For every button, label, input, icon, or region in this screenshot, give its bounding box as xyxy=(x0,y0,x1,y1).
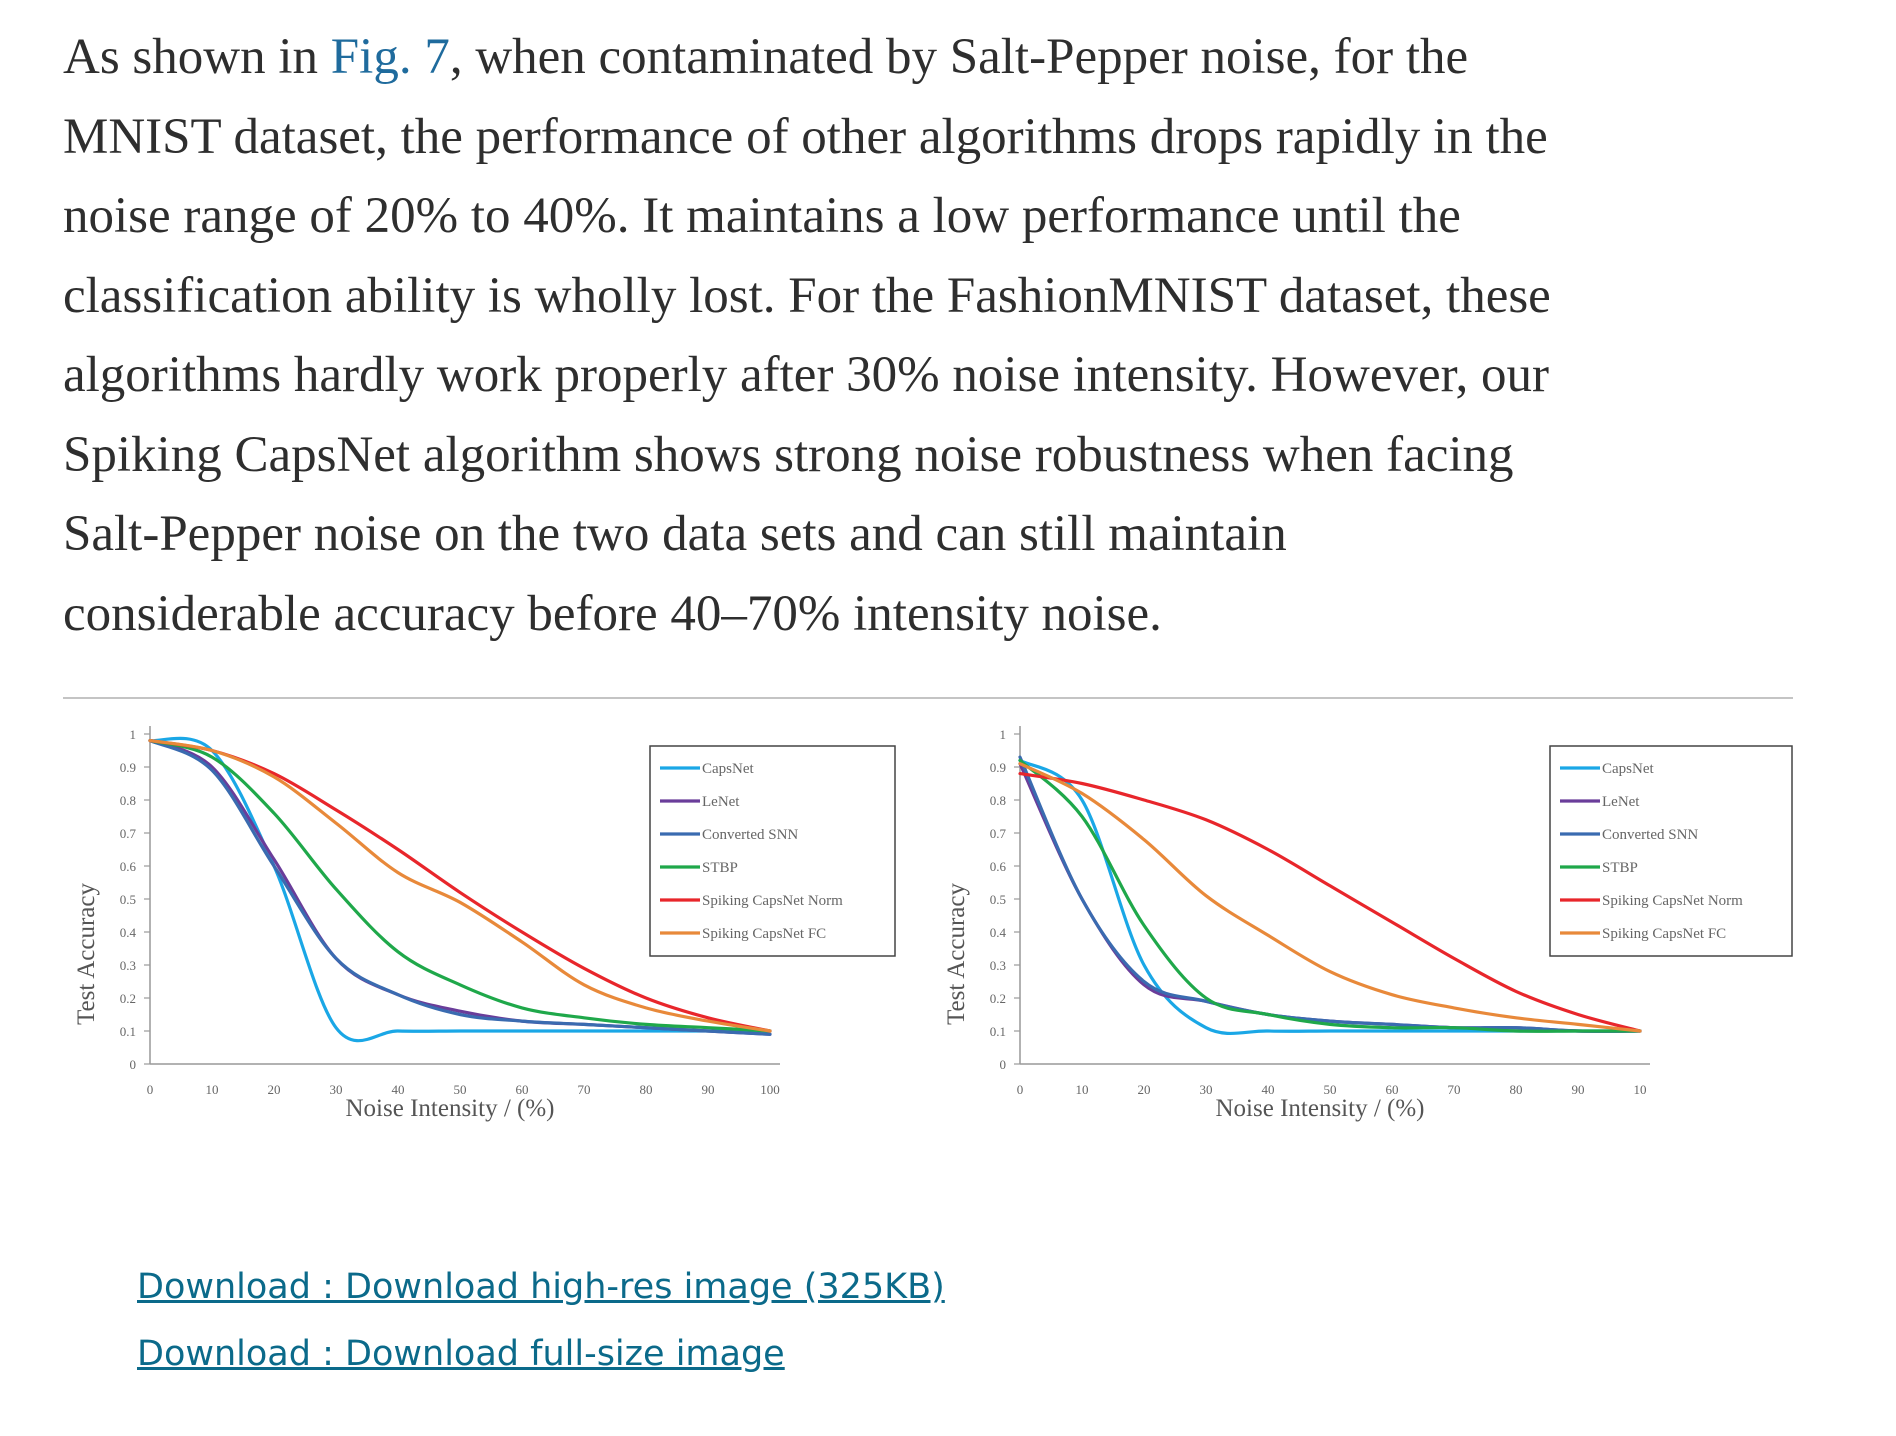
x-tick-label: 40 xyxy=(1262,1082,1275,1097)
paragraph-line-3: noise range of 20% to 40%. It maintains … xyxy=(63,188,1461,244)
x-tick-label: 90 xyxy=(702,1082,715,1097)
chart-mnist-svg: 00.10.20.30.40.50.60.70.80.910 10 20 30 40 50… xyxy=(73,726,896,1122)
y-tick-label: 0.4 xyxy=(120,925,137,940)
y-tick-label: 0.5 xyxy=(990,892,1006,907)
x-tick-label: 90 xyxy=(1572,1082,1585,1097)
x-tick-label: 10 xyxy=(1634,1082,1647,1097)
legend-label: Converted SNN xyxy=(702,827,798,843)
y-tick-label: 0.7 xyxy=(990,826,1007,841)
x-tick-label: 10 xyxy=(206,1082,219,1097)
x-tick-label: 50 xyxy=(1324,1082,1337,1097)
x-tick-label: 70 xyxy=(578,1082,591,1097)
x-tick-label: 60 xyxy=(1386,1082,1399,1097)
y-axis-label: Test Accuracy xyxy=(73,883,100,1025)
y-axis-label: Test Accuracy xyxy=(943,883,970,1025)
series-line-stbp xyxy=(1018,758,1642,1033)
y-tick-label: 0.2 xyxy=(990,991,1006,1006)
y-tick-label: 0.6 xyxy=(120,859,137,874)
download-full-size-link[interactable]: Download : Download full-size image xyxy=(137,1334,785,1374)
series-line-capsnet xyxy=(1018,758,1642,1036)
y-tick-label: 0.8 xyxy=(120,793,136,808)
chart-mnist: 0 0.1 0.2 0.3 0.4 0.5 0.6 0.7 0.8 0.9 1 0 10 20 30 40 50… xyxy=(60,710,930,1250)
legend-label: CapsNet xyxy=(702,761,754,777)
legend-label: LeNet xyxy=(702,794,740,810)
series-line-converted-snn xyxy=(1018,755,1642,1033)
body-paragraph: As shown in Fig. 7, when contaminated by… xyxy=(63,18,1823,654)
y-tick-label: 0.8 xyxy=(990,793,1006,808)
x-tick-label: 10 xyxy=(1076,1082,1089,1097)
y-tick-label: 0.1 xyxy=(120,1024,136,1039)
y-tick-label: 0.6 xyxy=(990,859,1007,874)
y-tick-label: 0 xyxy=(1000,1057,1007,1072)
y-tick-label: 0.9 xyxy=(990,760,1006,775)
x-tick-label: 80 xyxy=(640,1082,653,1097)
paragraph-line-5: algorithms hardly work properly after 30… xyxy=(63,347,1550,403)
series-line-spiking-capsnet-norm xyxy=(1018,772,1642,1033)
legend-label: Converted SNN xyxy=(1602,827,1698,843)
series-line-spiking-capsnet-norm xyxy=(148,739,772,1033)
y-tick-label: 0.4 xyxy=(990,925,1007,940)
figure-divider xyxy=(63,697,1793,699)
y-tick-label: 0.3 xyxy=(120,958,136,973)
y-tick-label: 0.1 xyxy=(990,1024,1006,1039)
legend-label: CapsNet xyxy=(1602,761,1654,777)
legend-label: STBP xyxy=(702,860,738,876)
series-line-stbp xyxy=(148,739,772,1033)
legend-label: Spiking CapsNet Norm xyxy=(702,893,843,909)
legend-box xyxy=(1549,745,1793,957)
legend-label: Spiking CapsNet FC xyxy=(1602,926,1726,942)
legend-box xyxy=(649,745,896,957)
series-line-converted-snn xyxy=(148,739,772,1036)
x-tick-label: 50 xyxy=(454,1082,467,1097)
legend-label: Spiking CapsNet FC xyxy=(702,926,826,942)
x-axis-label: Noise Intensity / (%) xyxy=(1216,1095,1425,1122)
download-high-res-link[interactable]: Download : Download high-res image (325K… xyxy=(137,1267,945,1307)
y-tick-label: 0.9 xyxy=(120,760,136,775)
y-tick-label: 1 xyxy=(130,727,137,742)
x-tick-label: 60 xyxy=(516,1082,529,1097)
y-tick-label: 0.3 xyxy=(990,958,1006,973)
paragraph-line-4: classification ability is wholly lost. F… xyxy=(63,267,1551,324)
y-tick-label: 0.5 xyxy=(120,892,136,907)
series-line-lenet xyxy=(1018,762,1642,1033)
x-tick-label: 30 xyxy=(1200,1082,1213,1097)
legend-label: Spiking CapsNet Norm xyxy=(1602,893,1743,909)
paragraph-line-6: Spiking CapsNet algorithm shows strong n… xyxy=(63,426,1514,483)
x-tick-label: 40 xyxy=(392,1082,405,1097)
paragraph-line-1: As shown in Fig. 7, when contaminated by… xyxy=(63,29,1469,85)
y-tick-label: 0.2 xyxy=(120,991,136,1006)
series-line-spiking-capsnet-fc xyxy=(1018,762,1642,1033)
chart-fashionmnist-svg: 00.10.20.30.40.50.60.70.80.910 10 20 30 40 50… xyxy=(943,726,1793,1122)
x-tick-label: 20 xyxy=(1138,1082,1151,1097)
legend-label: LeNet xyxy=(1602,794,1640,810)
x-tick-label: 100 xyxy=(760,1082,780,1097)
x-axis-label: Noise Intensity / (%) xyxy=(346,1095,555,1122)
y-tick-label: 0.7 xyxy=(120,826,137,841)
x-tick-label: 70 xyxy=(1448,1082,1461,1097)
x-tick-label: 20 xyxy=(268,1082,281,1097)
figure-7[interactable]: 0 0.1 0.2 0.3 0.4 0.5 0.6 0.7 0.8 0.9 1 0 10 20 30 40 50… xyxy=(60,710,1800,1250)
x-tick-label: 0 xyxy=(1017,1082,1024,1097)
fig-7-link[interactable]: Fig. 7 xyxy=(330,29,450,85)
paragraph-line-7: Salt-Pepper noise on the two data sets a… xyxy=(63,506,1287,562)
x-tick-label: 80 xyxy=(1510,1082,1523,1097)
series-line-capsnet xyxy=(148,736,772,1043)
paragraph-line-8: considerable accuracy before 40–70% inte… xyxy=(63,585,1162,642)
x-tick-label: 0 xyxy=(147,1082,154,1097)
x-tick-label: 30 xyxy=(330,1082,343,1097)
y-tick-label: 1 xyxy=(1000,727,1007,742)
paragraph-line-2: MNIST dataset, the performance of other … xyxy=(63,108,1548,165)
series-line-spiking-capsnet-fc xyxy=(148,739,772,1033)
chart-fashionmnist: 0 0.1 0.2 0.3 0.4 0.5 0.6 0.7 0.8 0.9 1 0 10 20 30 40 50… xyxy=(930,710,1800,1250)
legend-label: STBP xyxy=(1602,860,1638,876)
y-tick-label: 0 xyxy=(130,1057,137,1072)
